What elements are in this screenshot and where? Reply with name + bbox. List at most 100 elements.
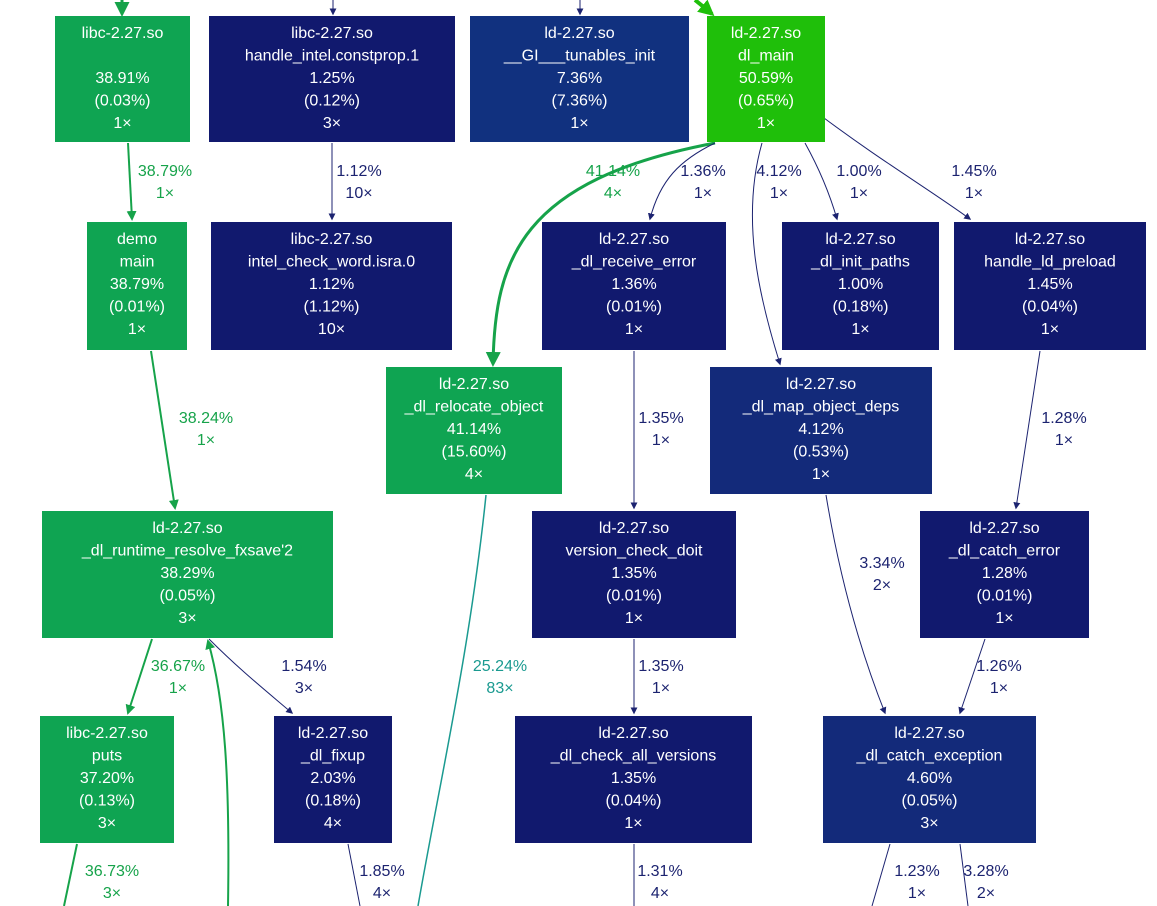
node-function-label: _dl_check_all_versions — [550, 748, 716, 765]
node-intel-check-word[interactable]: libc-2.27.so intel_check_word.isra.0 1.12%… — [211, 222, 452, 350]
node-box[interactable] — [209, 16, 455, 142]
edge-path — [126, 142, 137, 221]
node-box[interactable] — [42, 511, 333, 638]
node-module-label: libc-2.27.so — [66, 725, 148, 742]
node-self-percent: (15.60%) — [442, 444, 507, 461]
node-module-label: ld-2.27.so — [544, 25, 614, 42]
edge-path — [648, 142, 716, 221]
node-function-label: _dl_runtime_resolve_fxsave'2 — [81, 543, 293, 560]
node-total-percent: 4.12% — [798, 421, 843, 438]
nodes-layer: libc-2.27.so 38.91% (0.03%) 1× libc-2.27.so h… — [40, 16, 1146, 843]
node-function-label: _dl_map_object_deps — [742, 399, 900, 416]
node-dl-main[interactable]: ld-2.27.so dl_main 50.59% (0.65%) 1× — [707, 16, 825, 142]
node-box[interactable] — [274, 716, 392, 843]
node-self-percent: (0.03%) — [94, 93, 150, 110]
node-call-count: 1× — [625, 321, 643, 338]
edge-percent-label: 3.28% — [963, 863, 1008, 880]
edge-resolve-puts: 36.67% 1× — [125, 638, 205, 715]
node-version-check-doit[interactable]: ld-2.27.so version_check_doit 1.35% (0.01%)… — [532, 511, 736, 638]
node-total-percent: 1.36% — [611, 276, 656, 293]
node-self-percent: (0.01%) — [606, 588, 662, 605]
edge-demo-resolve: 38.24% 1× — [150, 350, 233, 510]
node-dl-map-object-deps[interactable]: ld-2.27.so _dl_map_object_deps 4.12% (0.53%… — [710, 367, 932, 494]
node-box[interactable] — [920, 511, 1089, 638]
edge-calls-label: 1× — [908, 885, 926, 902]
edge-percent-label: 1.54% — [281, 658, 326, 675]
node-handle-intel[interactable]: libc-2.27.so handle_intel.constprop.1 1.25… — [209, 16, 455, 142]
node-function-label: intel_check_word.isra.0 — [248, 254, 415, 271]
edge-fixup-down: 1.85% 4× — [347, 843, 405, 906]
node-box[interactable] — [823, 716, 1036, 843]
node-module-label: ld-2.27.so — [1015, 231, 1085, 248]
node-box[interactable] — [954, 222, 1146, 350]
node-total-percent: 4.60% — [907, 770, 952, 787]
node-dl-init-paths[interactable]: ld-2.27.so _dl_init_paths 1.00% (0.18%) 1× — [782, 222, 939, 350]
node-dl-runtime-resolve[interactable]: ld-2.27.so _dl_runtime_resolve_fxsave'2 38… — [42, 511, 333, 638]
node-module-label: libc-2.27.so — [291, 231, 373, 248]
edge-version-check: 1.35% 1× — [630, 639, 684, 715]
edge-handle-intel: 1.12% 10× — [328, 143, 382, 221]
edge-percent-label: 3.34% — [859, 555, 904, 572]
node-function-label: _dl_relocate_object — [404, 399, 544, 416]
edge-catchexc-down1: 1.23% 1× — [871, 843, 940, 906]
node-box[interactable] — [87, 222, 187, 350]
node-total-percent: 1.35% — [611, 770, 656, 787]
node-self-percent: (0.13%) — [79, 793, 135, 810]
edge-dlmain-reloc: 41.14% 4× — [485, 141, 716, 367]
edge-percent-label: 1.85% — [359, 863, 404, 880]
edges-layer: 38.79%1×1.12%10×41.14%4×1.36%1×4.12%1×1.… — [63, 0, 1087, 906]
node-box[interactable] — [470, 16, 689, 142]
edge-top-dlmain — [693, 0, 715, 17]
node-tunables-init[interactable]: ld-2.27.so __GI___tunables_init 7.36% (7.36… — [470, 16, 689, 142]
edge-path — [825, 494, 887, 715]
node-module-label: ld-2.27.so — [825, 231, 895, 248]
edge-percent-label: 1.36% — [680, 163, 725, 180]
node-dl-fixup[interactable]: ld-2.27.so _dl_fixup 2.03% (0.18%) 4× — [274, 716, 392, 843]
node-box[interactable] — [542, 222, 726, 350]
node-libc-main[interactable]: libc-2.27.so 38.91% (0.03%) 1× — [55, 16, 190, 142]
node-function-label: main — [120, 254, 155, 271]
node-module-label: ld-2.27.so — [731, 25, 801, 42]
node-total-percent: 1.25% — [309, 70, 354, 87]
node-box[interactable] — [532, 511, 736, 638]
edge-path — [150, 350, 179, 510]
node-box[interactable] — [710, 367, 932, 494]
node-total-percent: 50.59% — [739, 70, 793, 87]
node-box[interactable] — [211, 222, 452, 350]
node-total-percent: 38.91% — [95, 70, 149, 87]
node-puts[interactable]: libc-2.27.so puts 37.20% (0.13%) 3× — [40, 716, 174, 843]
edge-calls-label: 1× — [694, 185, 712, 202]
node-call-count: 10× — [318, 321, 345, 338]
node-handle-ld-preload[interactable]: ld-2.27.so handle_ld_preload 1.45% (0.04%) 1… — [954, 222, 1146, 350]
node-self-percent: (0.01%) — [606, 299, 662, 316]
node-dl-relocate-object[interactable]: ld-2.27.so _dl_relocate_object 41.14% (15.6… — [386, 367, 562, 494]
edge-recv-version: 1.35% 1× — [630, 351, 684, 510]
node-box[interactable] — [707, 16, 825, 142]
node-box[interactable] — [515, 716, 752, 843]
node-function-label: _dl_fixup — [300, 748, 365, 765]
edge-path — [205, 639, 230, 906]
node-call-count: 3× — [98, 815, 116, 832]
edge-path — [63, 843, 78, 906]
node-dl-receive-error[interactable]: ld-2.27.so _dl_receive_error 1.36% (0.01%) 1… — [542, 222, 726, 350]
node-call-count: 1× — [995, 610, 1013, 627]
node-total-percent: 37.20% — [80, 770, 134, 787]
edge-percent-label: 1.31% — [637, 863, 682, 880]
edge-path — [871, 843, 891, 906]
edge-path — [693, 0, 715, 17]
node-function-label: handle_ld_preload — [984, 254, 1116, 271]
node-box[interactable] — [782, 222, 939, 350]
node-module-label: libc-2.27.so — [82, 25, 164, 42]
edge-calls-label: 3× — [103, 885, 121, 902]
node-box[interactable] — [55, 16, 190, 142]
node-dl-catch-error[interactable]: ld-2.27.so _dl_catch_error 1.28% (0.01%) 1× — [920, 511, 1089, 638]
edge-path — [347, 843, 361, 906]
node-demo-main[interactable]: demo main 38.79% (0.01%) 1× — [87, 222, 187, 350]
edge-percent-label: 38.79% — [138, 163, 192, 180]
node-dl-check-all-versions[interactable]: ld-2.27.so _dl_check_all_versions 1.35% (0.… — [515, 716, 752, 843]
edge-resolve-fixup: 1.54% 3× — [208, 638, 327, 714]
node-box[interactable] — [386, 367, 562, 494]
node-box[interactable] — [40, 716, 174, 843]
node-module-label: demo — [117, 231, 157, 248]
node-dl-catch-exception[interactable]: ld-2.27.so _dl_catch_exception 4.60% (0.05%… — [823, 716, 1036, 843]
